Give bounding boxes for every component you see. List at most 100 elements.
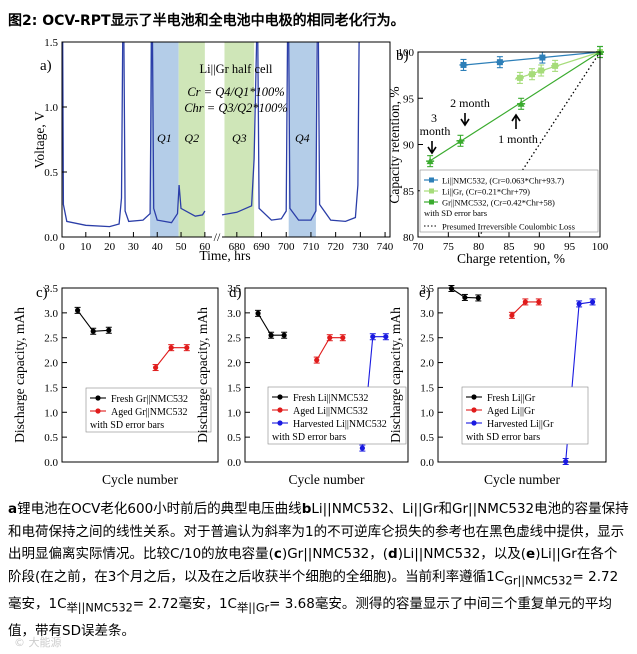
axis-break-mark: // [214,230,221,244]
ytick-label-c: 2.5 [44,333,58,345]
legend-marker-1 [471,407,477,413]
legend-footer-e: with SD error bars [466,432,540,443]
ytick-label-c: 0.0 [44,457,58,469]
ytick-label-c: 2.0 [44,358,58,370]
ytick-label-d: 1.0 [227,407,241,419]
data-point-2 [426,157,434,165]
data-point-1 [552,62,559,69]
data-point-2 [589,299,596,305]
ylabel-e: Discharge capacity, mAh [388,307,403,443]
xtick-label-b: 75 [443,241,455,253]
annotation-arrow [460,113,470,127]
caption-text-c: )Gr||NMC532，( [281,546,389,562]
region-label-q3: Q3 [232,131,247,145]
axis-break-mask [212,231,222,243]
annotation-arrow [427,141,437,155]
figure-charts: Q1 Q2 Q3 Q4 // 0.0 0.5 1.0 1.5 0 10 20 30 40 50 60 680 69… [12,37,609,487]
xtick-label-b: 90 [534,241,546,253]
xtick-label-a: 20 [104,241,116,253]
legend-entry-0: Fresh Gr||NMC532 [111,394,188,405]
ytick-label-d: 2.0 [227,358,241,370]
voltage-trace-1 [62,41,124,228]
ytick-label-e: 2.0 [420,358,434,370]
data-point-0 [448,285,455,292]
figure-caption: a锂电池在OCV老化600小时前后的典型电压曲线bLi||NMC532、Li||… [8,498,630,642]
xtick-label-a: 40 [152,241,164,253]
caption-letter-a: a [8,501,18,517]
legend-marker-2 [277,420,283,426]
xtick-label-a: 710 [303,241,320,253]
region-q1 [150,42,179,237]
ytick-label-a: 1.0 [44,102,58,114]
legend-entry-2: Harvested Li||NMC532 [293,419,387,430]
data-point-2 [517,100,525,107]
annotation-2-month: 2 month [450,96,490,110]
data-point-0 [475,295,481,301]
caption-text-a: 锂电池在OCV老化600小时前后的典型电压曲线 [17,501,302,517]
xlabel-a: Time, hrs [199,248,250,263]
ytick-label-c: 1.0 [44,407,58,419]
xtick-label-a: 10 [80,241,92,253]
legend-marker-0 [429,177,434,183]
annotation-arrow [511,113,521,129]
region-q2 [178,42,205,237]
data-point-1 [314,357,320,363]
xtick-label-a: 720 [327,241,344,253]
data-point-1 [168,345,174,351]
xlabel-d: Cycle number [288,472,365,487]
data-point-1 [340,335,346,341]
legend-entry-2: Gr||NMC532, (Cr=0.42*Chr+58) [442,198,555,208]
region-q4 [288,42,316,237]
formula-chr: Chr = Q3/Q2*100% [184,101,288,115]
panel-label-c: c) [36,285,48,301]
xtick-label-a: 60 [199,241,211,253]
panel-e-frame [437,287,607,463]
ytick-label-c: 0.5 [44,432,58,444]
voltage-trace-3 [151,41,206,224]
caption-sub-1: Gr||NMC532 [504,574,573,588]
legend-entry-0: Fresh Li||Gr [487,393,536,404]
ylabel-d: Discharge capacity, mAh [195,307,210,443]
annotation-3-month-sub: month [420,124,451,138]
xtick-label-b: 80 [473,241,485,253]
ytick-label-a: 1.5 [44,37,58,49]
xlabel-c: Cycle number [102,472,179,487]
xtick-label-b: 70 [413,241,425,253]
caption-letter-e: e [526,546,536,562]
data-point-2 [456,137,464,144]
data-point-1 [536,299,542,305]
data-point-1 [516,74,523,81]
legend-marker-1 [429,188,434,194]
caption-t2: = 2.72毫安，1C [132,595,237,612]
caption-text-e: )Li||Gr在各个阶段(在之前，在3个月之后，以及在之后收获半个细胞的全细胞)… [8,546,618,585]
data-point-1 [529,71,536,78]
ytick-label-e: 3.5 [420,283,434,295]
data-point-2 [359,445,365,451]
ytick-label-d: 3.5 [227,283,241,295]
voltage-trace-7 [317,41,360,223]
data-point-2 [576,301,582,307]
ytick-label-b: 100 [398,47,415,59]
legend-marker-0 [277,394,283,400]
data-point-0 [90,328,96,334]
legend-entry-0: Li||NMC532, (Cr=0.063*Chr+93.7) [442,176,564,186]
cell-label: Li||Gr half cell [199,62,273,76]
legend-entry-1: Aged Li||NMC532 [293,406,368,417]
ytick-label-b: 95 [403,93,415,105]
data-point-1 [509,312,515,318]
ytick-label-a: 0.5 [44,167,58,179]
ytick-label-c: 3.5 [44,283,58,295]
legend-e [461,386,589,445]
data-point-0 [460,61,467,68]
ylabel-a: Voltage, V [32,111,47,169]
xlabel-e: Cycle number [484,472,561,487]
ytick-label-e: 3.0 [420,308,434,320]
ytick-label-c: 1.5 [44,382,58,394]
panel-label-a: a) [40,58,52,74]
ytick-label-e: 2.5 [420,333,434,345]
annotation-1-month: 1 month [498,132,538,146]
xtick-label-a: 680 [229,241,246,253]
panel-a-frame [61,41,391,238]
data-point-2 [383,334,389,340]
caption-text-d: )Li||NMC532，以及( [397,546,527,562]
